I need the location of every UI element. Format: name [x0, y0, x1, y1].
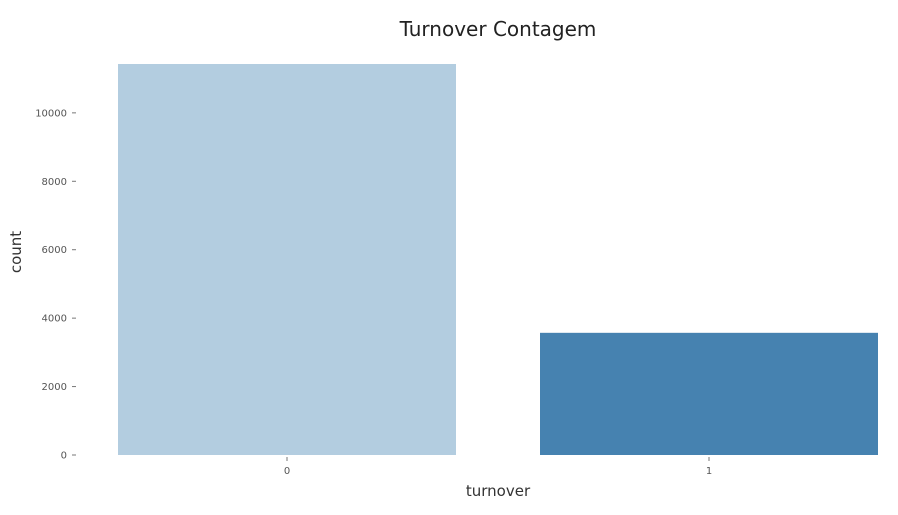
bar-1 [540, 332, 878, 455]
y-tick-label: 0 [61, 451, 67, 462]
y-axis: 0 2000 4000 6000 8000 10000 [35, 108, 76, 462]
chart-title: Turnover Contagem [399, 17, 597, 41]
x-axis-label: turnover [466, 482, 531, 500]
y-tick-label: 2000 [42, 382, 67, 393]
x-tick-label: 1 [706, 466, 712, 477]
y-tick-label: 10000 [35, 108, 67, 119]
y-axis-label: count [7, 231, 25, 273]
x-tick-label: 0 [284, 466, 290, 477]
y-tick-label: 4000 [42, 314, 67, 325]
bars-group [118, 64, 878, 455]
bar-0 [118, 64, 456, 455]
y-tick-label: 8000 [42, 177, 67, 188]
y-tick-label: 6000 [42, 245, 67, 256]
